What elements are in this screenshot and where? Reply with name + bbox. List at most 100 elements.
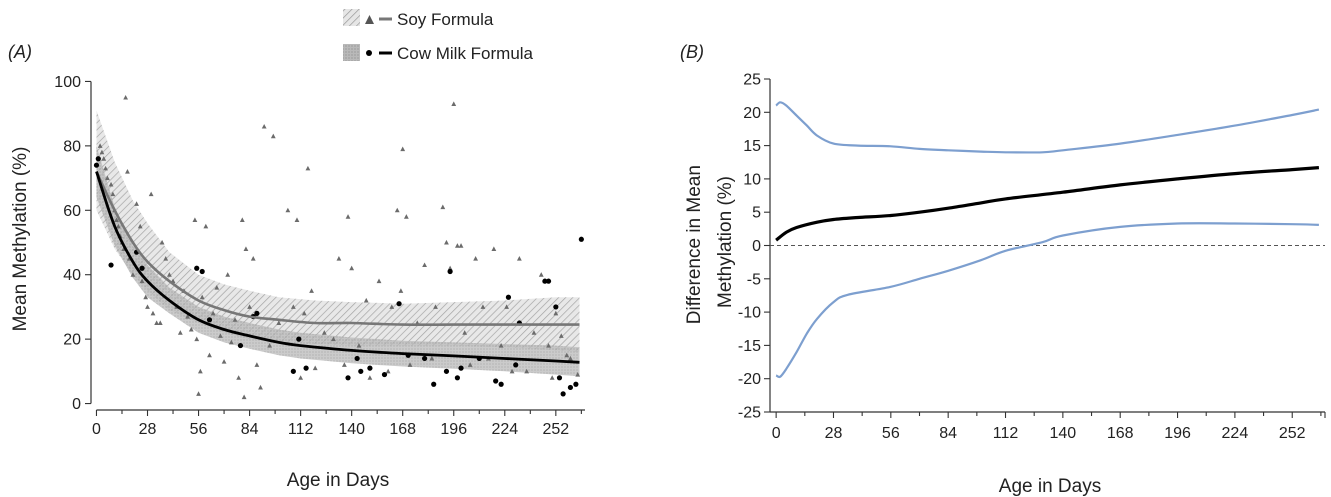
soy-data-point [192,217,198,222]
y-tick-label: -25 [738,405,761,422]
panel-b-y-axis-title: Difference in Mean [684,165,705,324]
soy-data-point [394,207,400,213]
cow-data-point [237,342,244,349]
soy-data-point [298,375,304,380]
axes: 0 20 40 60 80 100 0 28 56 84 112 140 168 196 224 252 [54,74,585,438]
chart-panel-b: (B) -25 -20 -15 -10 -5 0 5 10 15 20 25 0 28 56 84 112 14… [680,42,1326,497]
soy-data-point [564,352,570,358]
soy-data-point [546,342,551,348]
cow-data-point [296,336,302,342]
soy-data-point [163,256,169,261]
x-tick-label: 28 [825,425,843,442]
y-tick-label: 80 [63,138,81,155]
cow-data-point [139,265,145,271]
soy-data-point [538,272,544,277]
cow-data-point [498,381,504,387]
cow-data-point [573,381,579,387]
soy-data-point [458,243,464,248]
x-tick-label: 0 [772,425,781,442]
x-tick-label: 0 [92,421,101,438]
soy-data-point [221,359,227,364]
x-tick-label: 224 [491,421,518,438]
y-tick-label: -20 [738,371,761,388]
soy-data-point [207,352,212,358]
soy-data-point [177,330,183,335]
panel-a-label: (A) [8,42,32,62]
panel-b-label: (B) [680,42,704,62]
cow-data-point [95,156,101,162]
cow-data-point [578,236,584,242]
soy-data-point [524,368,530,374]
soy-data-point [218,333,223,338]
cow-data-point [303,365,309,371]
soy-data-point [99,149,105,155]
soy-data-point [531,330,537,335]
soy-data-point [159,239,165,245]
soy-data-point [422,262,427,268]
y-tick-label: 60 [63,203,81,220]
soy-data-point [250,256,256,261]
legend: Soy Formula Cow Milk Formula [343,9,534,63]
soy-data-point [114,217,119,222]
cow-data-point [458,365,464,371]
soy-data-point [575,371,581,377]
soy-data-point [341,362,347,367]
soy-confidence-band [96,110,580,353]
soy-data-point [196,391,201,396]
soy-data-point [139,278,145,284]
soy-data-point [276,320,282,326]
soy-data-point [290,304,296,309]
panel-a-x-axis-title: Age in Days [287,470,389,491]
x-tick-label: 28 [139,421,157,438]
cow-data-point [454,375,460,381]
soy-data-point [301,310,307,316]
soy-data-point [267,342,273,348]
cow-data-point [443,368,450,374]
x-tick-label: 56 [882,425,900,442]
cow-data-point [93,162,100,168]
panel-b-y-axis-title: Difference in Mean Methylation (%) [684,160,736,324]
soy-data-point [312,365,318,371]
legend-item-soy: Soy Formula [343,9,494,29]
x-tick-label: 224 [1222,425,1249,442]
soy-data-point [336,256,342,261]
soy-data-point [145,304,150,309]
cow-data-point [421,355,428,362]
soy-data-point [239,217,245,222]
soy-data-point [549,375,555,380]
cow-data-point [254,310,260,316]
soy-data-point [498,342,504,348]
legend-soy-triangle-icon [365,15,374,24]
cow-data-point [447,268,453,275]
y-tick-label: -5 [747,271,761,288]
soy-data-point [444,239,449,245]
cow-data-point [290,368,296,374]
soy-data-point [376,278,382,284]
cow-data-point [194,265,200,271]
legend-cow-swatch [343,44,360,61]
soy-data-point [134,201,139,206]
y-tick-label: 100 [54,74,81,91]
difference-estimate-line [775,166,1320,242]
cow-data-point [431,381,437,387]
cow-data-point [560,391,566,397]
soy-data-point [558,333,564,338]
soy-data-point [110,191,116,197]
cow-data-point [206,317,213,323]
soy-data-point [321,330,327,335]
soy-data-point [504,304,510,309]
soy-data-point [516,256,522,261]
cow-data-point [545,278,552,284]
soy-data-point [285,207,291,213]
chart-panel-a: (A) 0 20 40 60 80 100 0 28 56 84 112 140 168 196 224 25… [8,42,585,491]
soy-data-point [254,362,260,367]
legend-soy-label: Soy Formula [397,10,494,29]
x-tick-label: 112 [993,425,1019,442]
soy-data-point [130,272,136,277]
legend-cow-circle-icon [366,50,372,56]
soy-data-point [261,123,267,129]
cow-data-point [345,375,351,381]
x-tick-label: 112 [288,421,314,438]
cow-confidence-band [96,145,580,377]
y-tick-label: 20 [743,105,761,122]
